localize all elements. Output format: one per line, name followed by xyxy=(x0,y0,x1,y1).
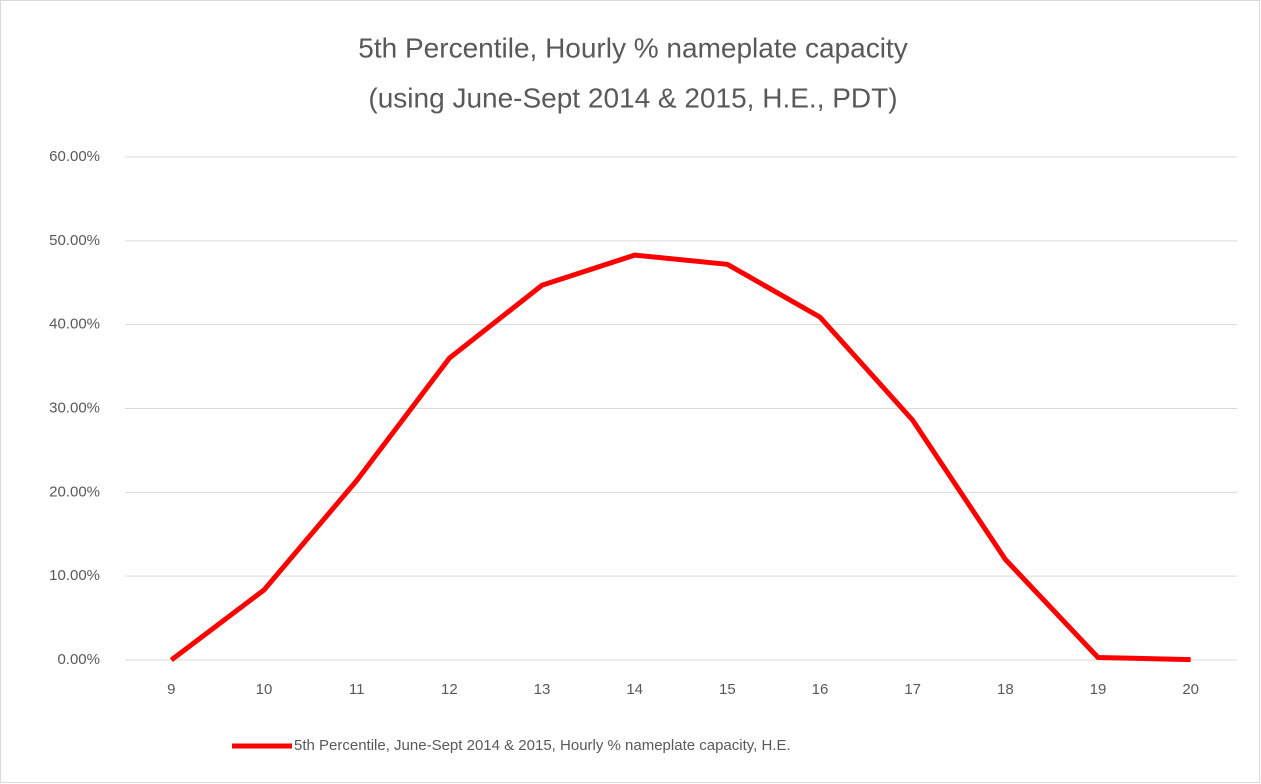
chart-title: 5th Percentile, Hourly % nameplate capac… xyxy=(358,32,907,63)
y-tick-label: 30.00% xyxy=(49,399,100,416)
chart-subtitle: (using June-Sept 2014 & 2015, H.E., PDT) xyxy=(368,82,897,113)
y-tick-label: 0.00% xyxy=(57,651,100,668)
y-tick-label: 20.00% xyxy=(49,483,100,500)
y-tick-label: 40.00% xyxy=(49,316,100,333)
x-tick-label: 13 xyxy=(534,681,551,698)
legend-label: 5th Percentile, June-Sept 2014 & 2015, H… xyxy=(294,737,791,754)
x-tick-label: 11 xyxy=(349,681,365,698)
x-tick-label: 15 xyxy=(719,681,736,698)
x-tick-label: 20 xyxy=(1182,681,1199,698)
x-tick-label: 10 xyxy=(256,681,273,698)
x-tick-label: 18 xyxy=(997,681,1014,698)
x-tick-label: 16 xyxy=(812,681,829,698)
y-tick-label: 50.00% xyxy=(49,232,100,249)
x-tick-label: 19 xyxy=(1090,681,1107,698)
y-tick-label: 60.00% xyxy=(49,148,100,165)
x-tick-label: 14 xyxy=(626,681,643,698)
data-line xyxy=(169,252,1191,663)
y-tick-label: 10.00% xyxy=(49,567,100,584)
x-tick-label: 9 xyxy=(167,681,175,698)
x-tick-label: 17 xyxy=(904,681,921,698)
x-tick-label: 12 xyxy=(441,681,458,698)
